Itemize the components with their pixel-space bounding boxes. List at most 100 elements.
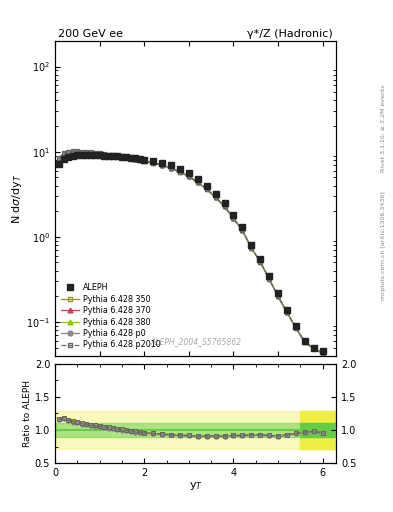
Pythia 6.428 350	[70, 148, 75, 154]
Pythia 6.428 p0	[275, 294, 280, 300]
Pythia 6.428 350	[267, 275, 272, 282]
Pythia 6.428 p2010	[151, 160, 156, 166]
Pythia 6.428 370	[311, 345, 316, 351]
Pythia 6.428 370	[213, 194, 218, 200]
Bar	[55, 412, 336, 449]
Pythia 6.428 350	[204, 186, 209, 192]
Pythia 6.428 370	[303, 339, 307, 345]
Pythia 6.428 p0	[258, 259, 263, 265]
Pythia 6.428 p0	[75, 148, 80, 155]
Pythia 6.428 370	[195, 179, 200, 185]
Pythia 6.428 p0	[133, 157, 138, 163]
Pythia 6.428 p2010	[115, 153, 120, 159]
Bar	[300, 412, 338, 449]
Pythia 6.428 370	[285, 309, 289, 315]
Pythia 6.428 p2010	[102, 151, 107, 157]
Pythia 6.428 p0	[97, 151, 102, 157]
Pythia 6.428 380	[75, 148, 80, 154]
Pythia 6.428 380	[111, 152, 116, 158]
Pythia 6.428 p0	[66, 150, 71, 156]
Pythia 6.428 p0	[231, 216, 236, 222]
Pythia 6.428 p2010	[195, 179, 200, 185]
Pythia 6.428 370	[124, 154, 129, 160]
Pythia 6.428 350	[115, 153, 120, 159]
Pythia 6.428 370	[267, 275, 272, 282]
Pythia 6.428 370	[62, 150, 66, 156]
Pythia 6.428 380	[267, 275, 272, 282]
Pythia 6.428 380	[106, 152, 111, 158]
Pythia 6.428 p0	[303, 339, 307, 346]
Pythia 6.428 350	[151, 160, 156, 166]
Pythia 6.428 350	[119, 154, 124, 160]
Pythia 6.428 370	[115, 153, 120, 159]
Pythia 6.428 350	[195, 179, 200, 185]
Pythia 6.428 p2010	[106, 152, 111, 158]
Pythia 6.428 370	[160, 162, 164, 168]
Pythia 6.428 370	[138, 157, 142, 163]
Pythia 6.428 p0	[186, 174, 191, 180]
Pythia 6.428 370	[169, 165, 173, 171]
Pythia 6.428 370	[102, 151, 107, 157]
Pythia 6.428 350	[79, 148, 84, 155]
Pythia 6.428 370	[119, 154, 124, 160]
Pythia 6.428 370	[79, 148, 84, 155]
Pythia 6.428 p2010	[258, 259, 263, 265]
Pythia 6.428 p0	[138, 157, 142, 163]
Pythia 6.428 p0	[62, 151, 66, 157]
Pythia 6.428 p2010	[186, 173, 191, 179]
Pythia 6.428 350	[320, 350, 325, 356]
Pythia 6.428 350	[129, 155, 133, 161]
Pythia 6.428 p2010	[320, 350, 325, 356]
Pythia 6.428 370	[320, 350, 325, 356]
Pythia 6.428 380	[311, 345, 316, 351]
Pythia 6.428 380	[97, 150, 102, 156]
Pythia 6.428 p0	[129, 156, 133, 162]
Pythia 6.428 370	[151, 160, 156, 166]
Pythia 6.428 380	[222, 203, 227, 209]
Pythia 6.428 380	[88, 150, 93, 156]
Pythia 6.428 380	[204, 186, 209, 192]
Pythia 6.428 350	[84, 149, 88, 155]
Pythia 6.428 380	[142, 158, 147, 164]
Pythia 6.428 p2010	[88, 150, 93, 156]
Line: Pythia 6.428 350: Pythia 6.428 350	[57, 149, 325, 355]
Pythia 6.428 370	[97, 150, 102, 156]
Pythia 6.428 380	[79, 148, 84, 155]
Pythia 6.428 380	[303, 339, 307, 345]
Pythia 6.428 370	[231, 215, 236, 221]
Text: Rivet 3.1.10, ≥ 3.2M events: Rivet 3.1.10, ≥ 3.2M events	[381, 84, 386, 172]
Pythia 6.428 p0	[178, 169, 182, 175]
Pythia 6.428 380	[294, 325, 298, 331]
Pythia 6.428 380	[186, 173, 191, 179]
Pythia 6.428 380	[231, 215, 236, 221]
Pythia 6.428 p0	[57, 156, 62, 162]
Pythia 6.428 350	[213, 194, 218, 200]
Pythia 6.428 p2010	[267, 275, 272, 282]
Pythia 6.428 p0	[320, 350, 325, 356]
Y-axis label: Ratio to ALEPH: Ratio to ALEPH	[23, 380, 32, 447]
Pythia 6.428 p2010	[66, 148, 71, 155]
Pythia 6.428 p2010	[129, 155, 133, 161]
Pythia 6.428 350	[249, 245, 253, 251]
Line: Pythia 6.428 p2010: Pythia 6.428 p2010	[57, 149, 325, 355]
Pythia 6.428 380	[213, 194, 218, 200]
Text: ALEPH_2004_S5765862: ALEPH_2004_S5765862	[150, 337, 241, 347]
Pythia 6.428 380	[119, 154, 124, 160]
Pythia 6.428 350	[102, 151, 107, 157]
X-axis label: y$_T$: y$_T$	[189, 480, 202, 492]
Pythia 6.428 380	[258, 259, 263, 265]
Pythia 6.428 p2010	[97, 150, 102, 156]
Pythia 6.428 370	[66, 148, 71, 155]
Pythia 6.428 p2010	[111, 152, 116, 158]
Pythia 6.428 p0	[222, 204, 227, 210]
Pythia 6.428 380	[129, 155, 133, 161]
Pythia 6.428 380	[169, 165, 173, 171]
Pythia 6.428 380	[195, 179, 200, 185]
Pythia 6.428 370	[75, 148, 80, 154]
Pythia 6.428 380	[151, 160, 156, 166]
Pythia 6.428 p0	[267, 276, 272, 282]
Pythia 6.428 p0	[204, 186, 209, 193]
Pythia 6.428 350	[97, 150, 102, 156]
Text: mcplots.cern.ch [arXiv:1306.3436]: mcplots.cern.ch [arXiv:1306.3436]	[381, 191, 386, 300]
Pythia 6.428 350	[275, 293, 280, 300]
